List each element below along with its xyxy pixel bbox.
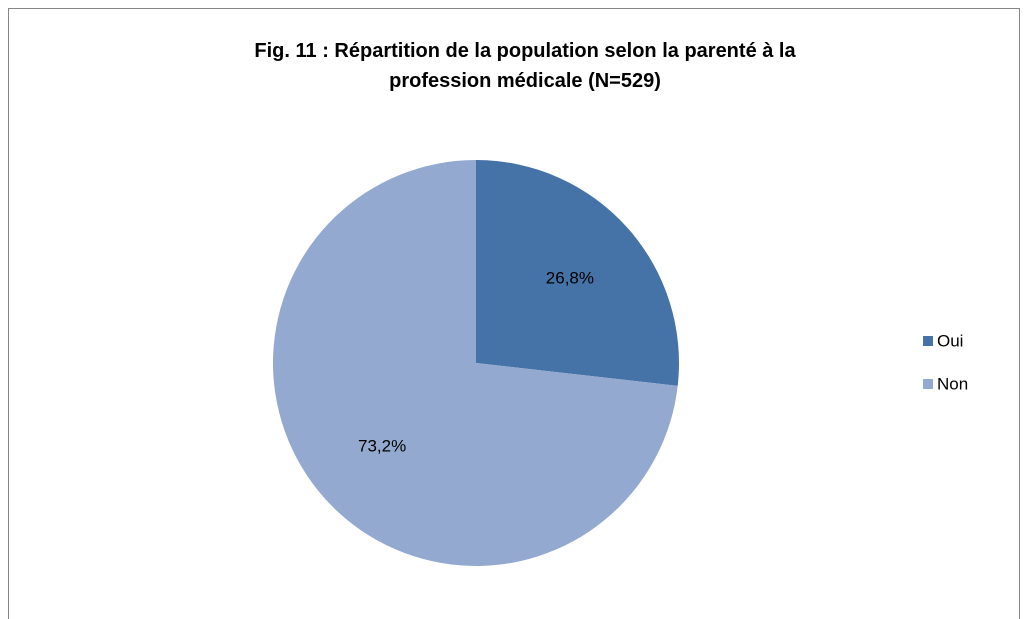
chart-title: Fig. 11 : Répartition de la population s… [254, 40, 796, 92]
legend-swatch [923, 379, 933, 389]
legend-label: Oui [937, 331, 963, 350]
pie-slice [476, 160, 679, 386]
data-label: 73,2% [358, 436, 406, 455]
legend-swatch [923, 336, 933, 346]
data-label: 26,8% [546, 269, 594, 288]
pie-slice [273, 160, 678, 566]
legend-label: Non [937, 374, 968, 393]
